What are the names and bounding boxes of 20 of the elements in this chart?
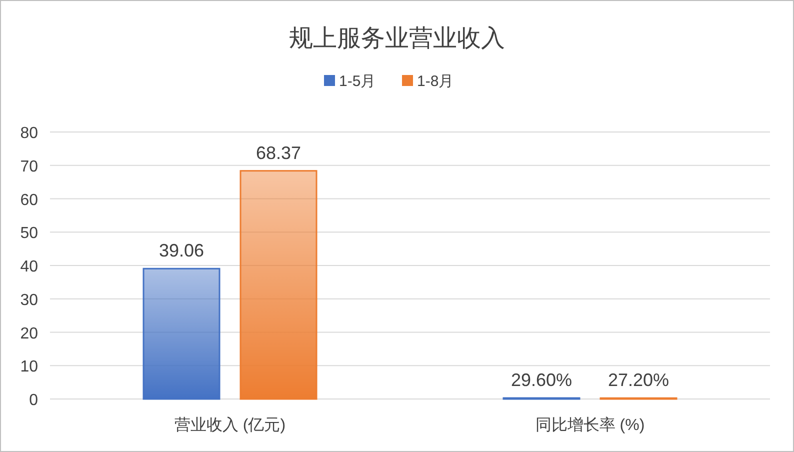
x-tick-label: 营业收入 (亿元)	[174, 416, 286, 434]
legend-label: 1-8月	[417, 73, 454, 90]
chart-title: 规上服务业营业收入	[289, 25, 505, 52]
data-label: 68.37	[256, 142, 302, 163]
y-tick-label: 50	[20, 225, 38, 242]
bar	[142, 268, 220, 400]
data-label: 39.06	[158, 240, 204, 261]
x-tick-label: 同比增长率 (%)	[535, 416, 645, 434]
data-label: 27.20%	[608, 370, 670, 390]
y-tick-label: 20	[20, 325, 38, 342]
y-tick-label: 70	[20, 158, 38, 176]
bar	[240, 170, 318, 400]
y-tick-label: 80	[20, 125, 38, 142]
y-tick-label: 30	[20, 292, 38, 309]
y-tick-label: 0	[29, 392, 38, 409]
data-label: 29.60%	[510, 370, 572, 390]
y-tick-label: 10	[20, 358, 38, 376]
y-tick-label: 60	[20, 192, 38, 209]
legend-label: 1-5月	[339, 73, 376, 90]
y-tick-label: 40	[20, 258, 38, 276]
